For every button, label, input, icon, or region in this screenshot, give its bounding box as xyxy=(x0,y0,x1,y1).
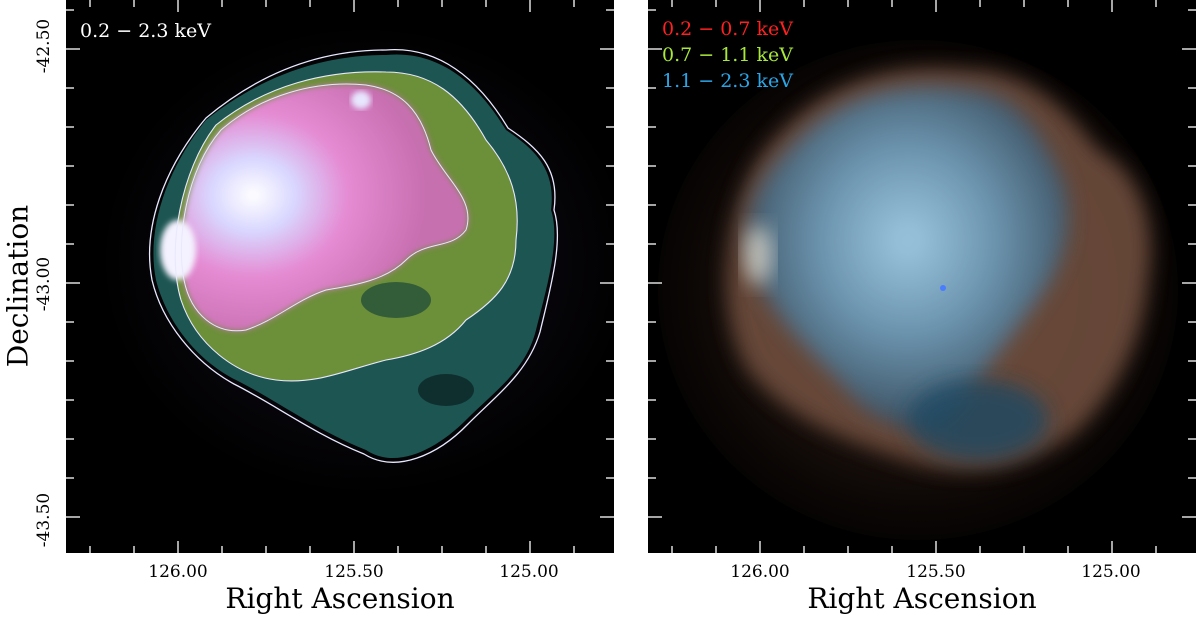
x-axis-title: Right Ascension xyxy=(807,582,1037,615)
y-axis-title: Declination xyxy=(1,204,35,368)
legend-item-hard: 1.1 − 2.3 keV xyxy=(662,70,793,92)
x-tick-label: 125.00 xyxy=(1081,562,1141,582)
x-axis-title: Right Ascension xyxy=(225,582,455,615)
dark-patch xyxy=(361,282,431,318)
y-tick-label: -43.00 xyxy=(34,256,54,312)
y-tick-label: -43.50 xyxy=(34,492,54,548)
legend-item-soft: 0.2 − 0.7 keV xyxy=(662,18,793,40)
rgb-composite-panel: 0.2 − 0.7 keV 0.7 − 1.1 keV 1.1 − 2.3 ke… xyxy=(648,0,1196,553)
x-tick-label: 125.50 xyxy=(906,562,966,582)
x-tick-label: 125.50 xyxy=(324,562,384,582)
x-tick-label: 126.00 xyxy=(730,562,790,582)
x-tick-label: 125.00 xyxy=(499,562,559,582)
inner-pink-region xyxy=(181,84,468,331)
bright-knot xyxy=(744,225,772,285)
y-tick-label: -42.50 xyxy=(34,18,54,74)
inner-contour xyxy=(180,83,469,332)
legend-item-medium: 0.7 − 1.1 keV xyxy=(662,44,793,66)
dark-patch xyxy=(418,374,474,406)
small-knot xyxy=(351,91,371,109)
mid-contour xyxy=(174,71,518,382)
x-tick-label: 126.00 xyxy=(148,562,208,582)
blue-lower-region xyxy=(908,380,1048,460)
blue-core-region xyxy=(747,87,1069,428)
outer-contour xyxy=(148,49,559,463)
broadband-intensity-map xyxy=(106,30,614,490)
rgb-composite-image xyxy=(658,40,1178,540)
bright-knot xyxy=(160,220,196,280)
broadband-image-panel: 0.2 − 2.3 keV xyxy=(66,0,614,553)
point-source xyxy=(940,285,946,291)
energy-band-label: 0.2 − 2.3 keV xyxy=(80,20,211,42)
